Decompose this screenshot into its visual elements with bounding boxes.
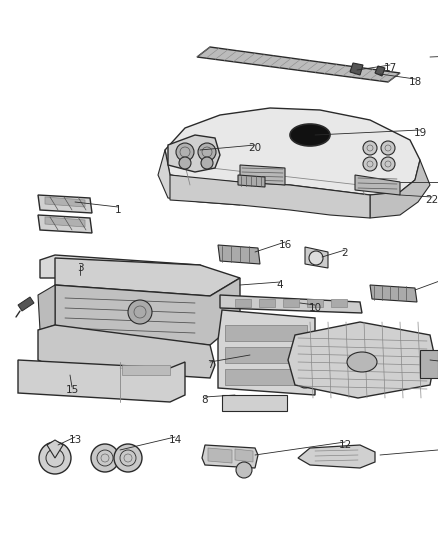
Text: 4: 4 xyxy=(277,280,283,290)
Circle shape xyxy=(381,157,395,171)
Circle shape xyxy=(381,141,395,155)
Polygon shape xyxy=(202,445,258,468)
Polygon shape xyxy=(355,175,400,195)
Text: 10: 10 xyxy=(308,303,321,313)
Text: 12: 12 xyxy=(339,440,352,450)
Polygon shape xyxy=(197,47,400,82)
Text: 8: 8 xyxy=(201,395,208,405)
Polygon shape xyxy=(38,215,92,233)
Circle shape xyxy=(39,442,71,474)
Circle shape xyxy=(179,157,191,169)
Bar xyxy=(225,325,307,341)
Polygon shape xyxy=(298,445,375,468)
Polygon shape xyxy=(45,217,85,227)
Bar xyxy=(235,299,251,307)
Polygon shape xyxy=(218,245,260,264)
Circle shape xyxy=(91,444,119,472)
Text: 13: 13 xyxy=(68,435,81,445)
Circle shape xyxy=(128,300,152,324)
Circle shape xyxy=(363,141,377,155)
Polygon shape xyxy=(218,310,315,395)
Circle shape xyxy=(201,157,213,169)
Bar xyxy=(122,365,170,375)
Polygon shape xyxy=(47,440,63,458)
Text: 3: 3 xyxy=(77,263,83,273)
Text: 20: 20 xyxy=(248,143,261,153)
Polygon shape xyxy=(350,63,363,75)
Polygon shape xyxy=(208,448,232,463)
Polygon shape xyxy=(55,278,240,345)
Polygon shape xyxy=(165,108,420,195)
Polygon shape xyxy=(375,66,385,76)
Bar xyxy=(331,299,347,307)
Polygon shape xyxy=(38,325,215,378)
Polygon shape xyxy=(60,265,185,282)
Bar xyxy=(225,369,307,385)
Polygon shape xyxy=(45,197,85,207)
Polygon shape xyxy=(370,160,430,218)
Polygon shape xyxy=(18,360,185,402)
Text: 1: 1 xyxy=(115,205,121,215)
Text: 19: 19 xyxy=(413,128,427,138)
Circle shape xyxy=(236,462,252,478)
Polygon shape xyxy=(235,449,253,462)
Text: 17: 17 xyxy=(383,63,397,73)
Circle shape xyxy=(114,444,142,472)
Text: 18: 18 xyxy=(408,77,422,87)
Bar xyxy=(259,299,275,307)
Polygon shape xyxy=(158,150,240,205)
Bar xyxy=(307,299,323,307)
Polygon shape xyxy=(238,175,265,187)
Circle shape xyxy=(198,143,216,161)
Text: 22: 22 xyxy=(425,195,438,205)
Polygon shape xyxy=(305,247,328,268)
Circle shape xyxy=(363,157,377,171)
Bar xyxy=(225,347,307,363)
Bar xyxy=(420,350,438,378)
Polygon shape xyxy=(38,285,55,330)
Text: 16: 16 xyxy=(279,240,292,250)
Circle shape xyxy=(309,251,323,265)
Polygon shape xyxy=(240,165,285,185)
Polygon shape xyxy=(38,195,92,213)
Polygon shape xyxy=(168,135,220,172)
Polygon shape xyxy=(18,297,34,311)
Ellipse shape xyxy=(347,352,377,372)
Text: 2: 2 xyxy=(342,248,348,258)
Text: 7: 7 xyxy=(207,360,213,370)
Bar xyxy=(222,395,287,411)
Polygon shape xyxy=(40,255,215,290)
Circle shape xyxy=(297,372,313,388)
Polygon shape xyxy=(170,175,370,218)
Circle shape xyxy=(176,143,194,161)
Polygon shape xyxy=(220,295,362,313)
Polygon shape xyxy=(55,258,240,296)
Ellipse shape xyxy=(290,124,330,146)
Text: 14: 14 xyxy=(168,435,182,445)
Polygon shape xyxy=(370,285,417,302)
Text: 15: 15 xyxy=(65,385,79,395)
Polygon shape xyxy=(288,322,435,398)
Bar xyxy=(283,299,299,307)
